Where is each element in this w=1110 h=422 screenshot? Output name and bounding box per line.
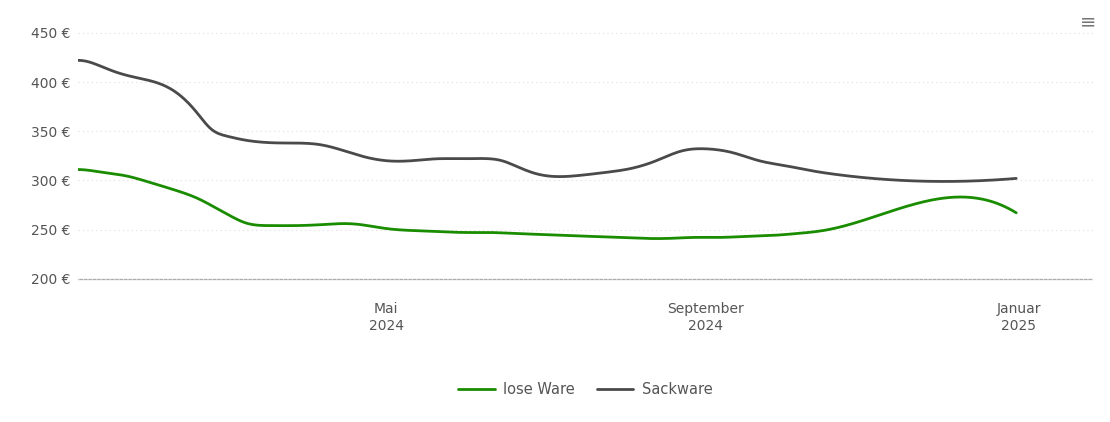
Legend: lose Ware, Sackware: lose Ware, Sackware — [452, 377, 719, 403]
Text: ≡: ≡ — [1080, 13, 1097, 32]
